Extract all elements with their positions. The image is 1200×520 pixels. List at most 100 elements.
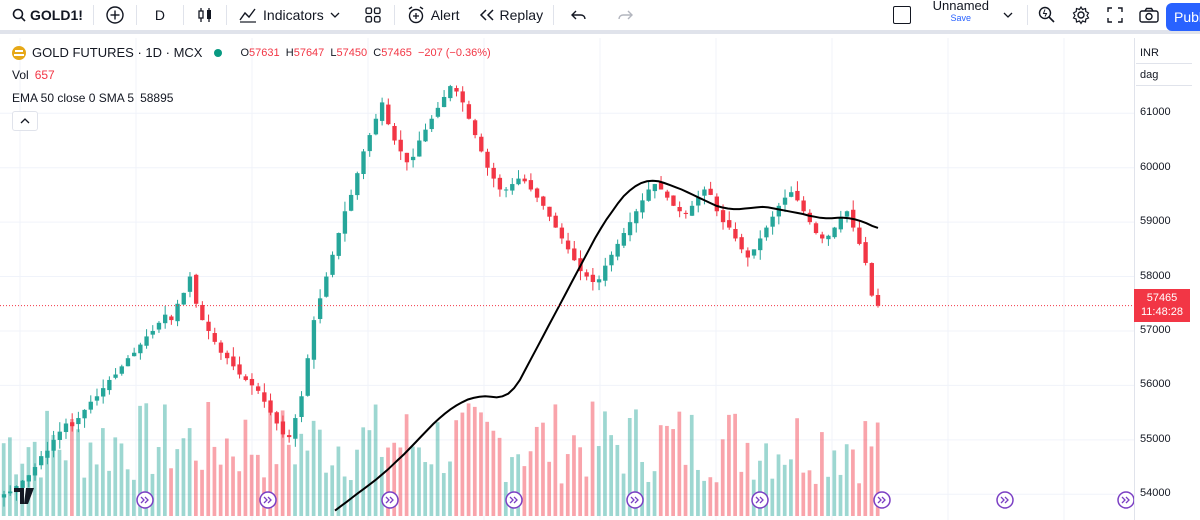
candle-body <box>392 125 397 141</box>
volume-bar <box>132 479 136 516</box>
symbol-search-button[interactable]: GOLD1! <box>0 0 91 30</box>
candle-body <box>696 197 701 206</box>
replay-button[interactable]: Replay <box>468 0 552 30</box>
fullscreen-button[interactable] <box>1098 0 1132 30</box>
candle-body <box>782 197 788 205</box>
quick-search-button[interactable] <box>1030 0 1064 30</box>
candle-body <box>361 151 366 174</box>
volume-bar <box>324 472 328 516</box>
volume-bar <box>770 478 775 516</box>
volume-bar <box>454 420 459 516</box>
toolbar-divider <box>92 5 94 25</box>
interval-button[interactable]: D <box>154 7 166 23</box>
volume-bar <box>789 459 793 516</box>
candle-body <box>417 140 422 157</box>
candle-body <box>621 233 627 246</box>
volume-bar <box>156 447 161 516</box>
volume-bar <box>1 443 6 516</box>
event-marker-icon <box>1117 491 1134 509</box>
price-tick-label: 59000 <box>1140 215 1171 228</box>
candle-body <box>516 178 521 185</box>
toolbar-divider <box>183 5 185 25</box>
candle-body <box>702 189 707 196</box>
ema-label[interactable]: EMA 50 close 0 SMA 5 <box>12 91 135 105</box>
candle-body <box>150 330 155 335</box>
volume-bar <box>417 447 421 516</box>
volume-bar <box>516 454 521 516</box>
replay-label: Replay <box>499 7 544 23</box>
settings-button[interactable] <box>1064 0 1098 30</box>
candle-body <box>386 104 391 125</box>
currency-selector[interactable]: INR <box>1136 44 1192 64</box>
legend-collapse-button[interactable] <box>12 111 38 131</box>
volume-bar <box>720 439 725 516</box>
symbol-title[interactable]: GOLD FUTURES · 1D · MCX <box>32 45 203 60</box>
volume-bar <box>76 429 80 516</box>
volume-bar <box>541 422 545 516</box>
candle-body <box>125 358 131 367</box>
candle-body <box>206 321 211 331</box>
volume-bar <box>733 413 737 516</box>
high-key: H <box>285 46 294 59</box>
volume-bar <box>782 464 787 516</box>
volume-bar <box>739 471 744 516</box>
candle-body <box>398 139 403 152</box>
volume-bar <box>8 437 12 516</box>
candles-icon <box>194 4 216 26</box>
price-chart[interactable] <box>0 38 1134 520</box>
candle-body <box>497 177 503 190</box>
candle-body <box>720 210 726 223</box>
volume-bar <box>485 421 490 516</box>
candle-body <box>553 215 558 228</box>
publish-button[interactable]: Publish <box>1166 3 1200 31</box>
candle-body <box>448 86 453 99</box>
candle-body <box>138 344 143 354</box>
volume-bar <box>88 442 93 516</box>
toolbar-divider <box>135 5 137 25</box>
layout-checkbox[interactable] <box>892 6 911 24</box>
volume-bar <box>801 472 806 516</box>
price-axis[interactable] <box>1134 38 1200 520</box>
indicators-button[interactable]: Indicators <box>229 0 354 30</box>
volume-bar <box>671 429 675 516</box>
candle-body <box>584 272 589 277</box>
indicators-label: Indicators <box>263 7 324 23</box>
undo-button[interactable] <box>556 0 602 30</box>
unit-selector[interactable]: dag <box>1136 66 1192 86</box>
chart-type-button[interactable] <box>186 0 224 30</box>
layout-name-button[interactable]: Unnamed Save <box>925 0 997 30</box>
volume-bar <box>336 446 341 516</box>
volume-bar <box>57 449 62 516</box>
templates-button[interactable] <box>354 0 392 30</box>
candle-body <box>745 250 750 258</box>
volume-bar <box>844 444 849 516</box>
volume-bar <box>776 454 781 516</box>
candle-body <box>57 431 62 440</box>
volume-bar <box>317 429 322 516</box>
volume-bar <box>367 430 372 516</box>
candle-body <box>609 254 614 266</box>
candle-body <box>237 364 242 375</box>
redo-button[interactable] <box>602 0 648 30</box>
compare-button[interactable] <box>96 0 134 30</box>
candle-body <box>441 96 447 108</box>
volume-bar <box>472 406 477 516</box>
layout-menu-button[interactable] <box>997 0 1025 30</box>
layout-save-status: Save <box>950 13 972 23</box>
candle-body <box>113 374 118 378</box>
candle-body <box>646 189 651 201</box>
candle-body <box>243 376 248 380</box>
candle-body <box>491 167 496 179</box>
alert-button[interactable]: Alert <box>397 0 468 30</box>
volume-bar <box>386 447 390 516</box>
candle-body <box>348 194 354 211</box>
candle-body <box>1 494 7 498</box>
volume-bar <box>466 403 471 516</box>
volume-bar <box>305 450 310 516</box>
tradingview-logo-icon <box>14 488 34 504</box>
volume-bar <box>39 477 43 516</box>
snapshot-button[interactable] <box>1132 0 1200 30</box>
volume-label[interactable]: Vol <box>12 68 29 82</box>
volume-bar <box>311 420 316 516</box>
event-marker-icon <box>996 491 1014 509</box>
